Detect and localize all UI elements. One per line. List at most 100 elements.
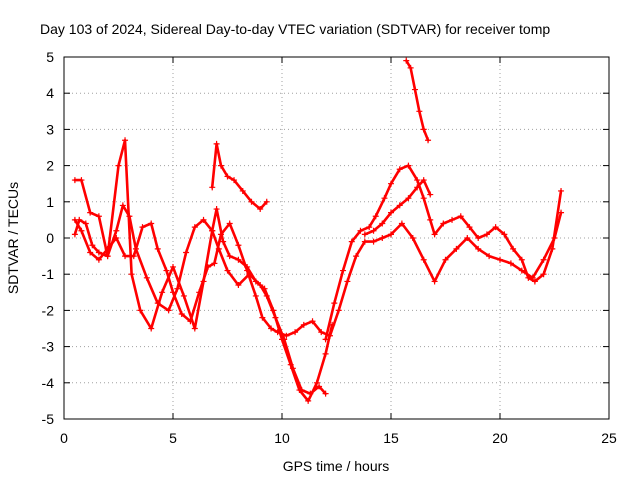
x-axis-label: GPS time / hours xyxy=(283,458,390,474)
data-point xyxy=(235,282,242,289)
data-point xyxy=(492,224,499,231)
data-point xyxy=(191,224,198,231)
data-point xyxy=(287,361,294,368)
data-point xyxy=(180,292,187,299)
data-point xyxy=(409,235,416,241)
axis-layer: 0 5 10 15 20 25 -5 -4 -3 -2 -1 0 1 2 3 4 5 xyxy=(42,49,617,446)
data-point xyxy=(292,329,299,336)
data-point xyxy=(200,216,207,223)
y-tick-label: -3 xyxy=(42,339,55,355)
data-point xyxy=(442,256,449,263)
data-point xyxy=(270,307,277,314)
data-point xyxy=(549,245,556,252)
data-point xyxy=(335,307,342,314)
data-point xyxy=(348,238,355,245)
series-line xyxy=(404,59,430,142)
data-point xyxy=(115,162,122,169)
data-point xyxy=(405,162,412,169)
data-point xyxy=(183,249,190,256)
data-point xyxy=(170,289,176,296)
data-point xyxy=(396,202,403,209)
data-point xyxy=(326,332,333,339)
data-point xyxy=(209,184,216,191)
data-point xyxy=(71,231,78,238)
data-point xyxy=(420,177,427,184)
data-point xyxy=(95,213,102,220)
data-point xyxy=(252,278,259,285)
data-point xyxy=(398,220,405,227)
series-track-2 xyxy=(71,137,336,404)
data-point xyxy=(518,256,525,263)
data-point xyxy=(137,307,144,314)
data-point xyxy=(187,318,194,325)
data-point xyxy=(95,256,102,263)
data-point xyxy=(279,336,285,343)
data-point xyxy=(130,253,137,260)
data-point xyxy=(507,260,514,267)
data-point xyxy=(331,300,338,307)
data-point xyxy=(370,227,377,234)
y-tick-label: 1 xyxy=(46,194,54,210)
data-point xyxy=(305,397,312,404)
data-point xyxy=(381,195,388,202)
data-point xyxy=(464,235,471,241)
data-point xyxy=(388,180,394,187)
data-point xyxy=(420,195,427,202)
data-point xyxy=(283,332,290,339)
data-point xyxy=(231,177,238,184)
data-point xyxy=(224,173,231,180)
x-tick-label: 25 xyxy=(601,430,617,446)
x-tick-label: 0 xyxy=(60,430,68,446)
data-point xyxy=(148,325,155,332)
data-point xyxy=(204,263,211,270)
plot-frame xyxy=(63,56,610,420)
data-point xyxy=(370,238,377,245)
data-point xyxy=(486,253,493,260)
data-point xyxy=(540,256,547,263)
data-point xyxy=(196,289,203,296)
data-point xyxy=(217,231,224,238)
data-point xyxy=(259,314,266,321)
data-point xyxy=(78,227,85,234)
data-point xyxy=(420,256,427,263)
data-point xyxy=(87,209,94,216)
data-point xyxy=(322,350,329,357)
data-point xyxy=(396,166,403,173)
data-point xyxy=(322,336,329,343)
data-point xyxy=(95,249,102,256)
series-track-5 xyxy=(322,162,565,343)
data-point xyxy=(178,311,185,318)
y-tick-label: 3 xyxy=(46,121,54,137)
data-point xyxy=(405,195,412,202)
data-point xyxy=(159,289,166,296)
data-point xyxy=(226,253,233,260)
data-point xyxy=(483,231,490,238)
data-point xyxy=(466,224,473,231)
data-point xyxy=(453,245,460,252)
data-point xyxy=(431,231,438,238)
data-point xyxy=(379,220,386,227)
data-point xyxy=(296,387,303,394)
data-point xyxy=(244,267,251,274)
series-track-7 xyxy=(403,57,432,144)
data-point xyxy=(403,57,410,64)
data-point xyxy=(388,231,394,238)
data-point xyxy=(82,220,89,227)
data-point xyxy=(420,126,427,133)
data-point xyxy=(361,231,368,238)
data-point xyxy=(440,220,447,227)
data-point xyxy=(119,202,126,209)
y-tick-label: 0 xyxy=(46,230,54,246)
x-tick-label: 15 xyxy=(383,430,399,446)
data-point xyxy=(139,224,146,231)
data-point xyxy=(457,213,464,220)
data-point xyxy=(525,274,532,281)
data-point xyxy=(211,260,218,267)
data-point xyxy=(71,177,78,184)
data-point xyxy=(174,285,181,292)
data-point xyxy=(78,177,85,184)
data-point xyxy=(213,206,220,213)
series-track-6 xyxy=(361,177,434,238)
data-point xyxy=(309,318,316,325)
data-point xyxy=(113,227,120,234)
